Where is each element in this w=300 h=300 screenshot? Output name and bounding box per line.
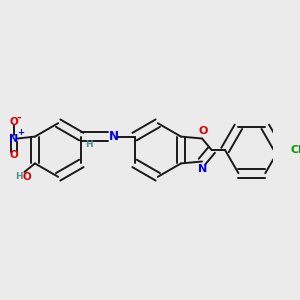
Text: Cl: Cl bbox=[291, 145, 300, 155]
Text: +: + bbox=[17, 128, 24, 137]
Text: O: O bbox=[10, 150, 18, 160]
Text: N: N bbox=[109, 130, 118, 143]
Text: H: H bbox=[85, 140, 93, 149]
Text: O: O bbox=[198, 126, 208, 136]
Text: -: - bbox=[17, 113, 21, 123]
Text: O: O bbox=[10, 117, 18, 127]
Text: N: N bbox=[198, 164, 208, 174]
Text: N: N bbox=[9, 134, 19, 143]
Text: O: O bbox=[22, 172, 31, 182]
Text: H: H bbox=[15, 172, 23, 181]
